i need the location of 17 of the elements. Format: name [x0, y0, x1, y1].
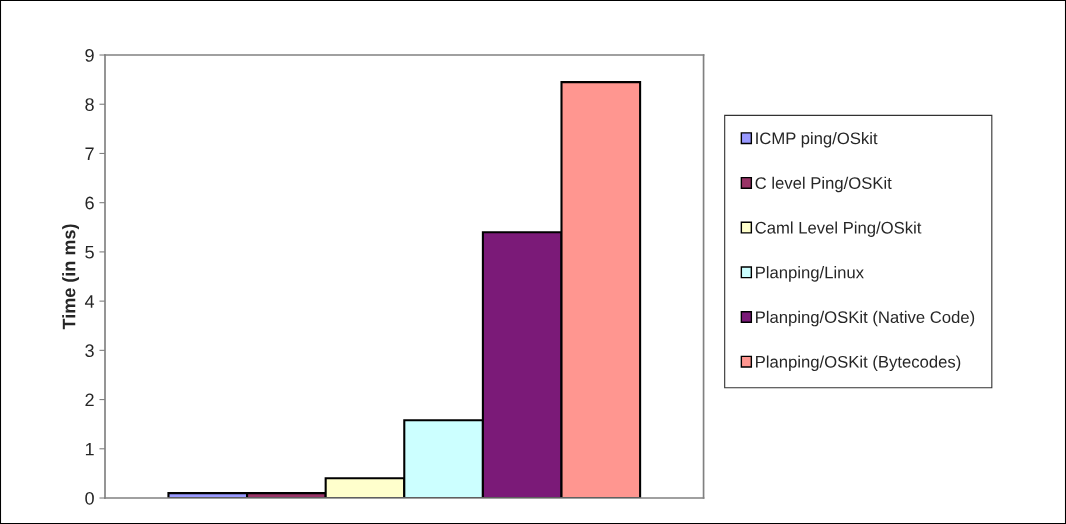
y-tick-label: 3 — [85, 344, 94, 358]
legend-label: Planping/Linux — [756, 266, 864, 282]
y-tick-label: 4 — [84, 295, 95, 308]
legend-label: Caml Level Ping/OSkit — [755, 221, 922, 237]
y-tick-label: 2 — [85, 393, 94, 407]
y-tick-label: 1 — [85, 442, 94, 456]
legend-label: Planping/OSKit (Native Code) — [756, 310, 975, 327]
legend-label: Planping/OSKit (Bytecodes) — [756, 355, 961, 372]
legend-label: ICMP ping/OSkit — [756, 131, 878, 148]
y-tick-label: 5 — [85, 246, 94, 259]
y-tick-label: 0 — [85, 491, 94, 505]
y-axis-title: Time (in ms) — [62, 224, 79, 330]
y-tick-label: 6 — [85, 196, 94, 210]
y-tick-label: 9 — [85, 48, 94, 62]
y-tick-label: 7 — [85, 147, 94, 160]
y-tick-label: 8 — [85, 98, 94, 111]
legend-label: C level Ping/OSKit — [755, 176, 892, 193]
